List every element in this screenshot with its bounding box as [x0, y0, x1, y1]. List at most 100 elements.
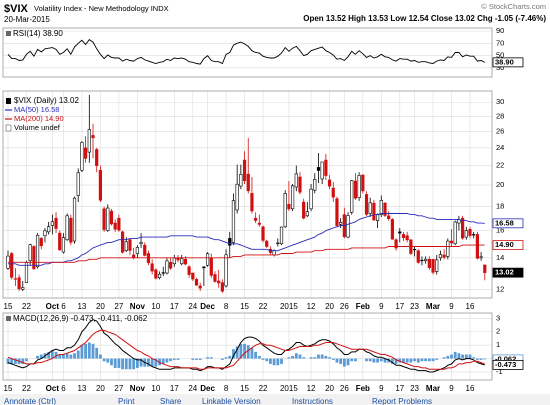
candle-body [187, 266, 191, 275]
candle-body [449, 240, 454, 244]
histogram-bar [195, 358, 198, 360]
candle-body [98, 169, 102, 201]
toolbar-link[interactable]: Share [160, 397, 182, 405]
histogram-bar [36, 355, 39, 359]
x-tick-label: 26 [340, 302, 349, 311]
toolbar-link[interactable]: Linkable Version [202, 397, 261, 405]
toolbar-link[interactable]: Annotate (Ctrl) [4, 397, 56, 405]
histogram-bar [76, 350, 80, 359]
histogram-bar [224, 357, 228, 359]
panel-title: MACD(12,26,9) -0.473, -0.411, -0.062 [13, 314, 148, 323]
rsi-line [7, 38, 486, 65]
legend-label: MA(50) 16.58 [14, 105, 59, 114]
value-box-label: 16.58 [495, 218, 514, 227]
histogram-bar [368, 358, 372, 362]
histogram-bar [6, 358, 10, 364]
histogram-bar [461, 354, 465, 359]
histogram-bar [431, 358, 435, 362]
toolbar-link[interactable]: Instructions [292, 397, 333, 405]
candle-body [302, 201, 306, 219]
histogram-bar [176, 358, 180, 360]
y-tick-label: 2 [496, 327, 500, 336]
histogram-bar [228, 355, 232, 359]
x-tick-label: 9 [379, 384, 384, 393]
histogram-bar [102, 358, 106, 362]
candle-body [279, 226, 284, 245]
histogram-bar [21, 358, 25, 364]
candle-body [172, 257, 176, 265]
candle-body [383, 202, 387, 216]
histogram-bar [106, 358, 110, 363]
toolbar-link[interactable]: Report Problems [372, 397, 432, 405]
histogram-bar [209, 357, 213, 359]
y-tick-label: 18 [496, 202, 504, 211]
histogram-bar [113, 358, 117, 368]
candle-body [50, 221, 54, 226]
x-tick-label: Dec [200, 384, 215, 393]
candle-body [361, 174, 365, 192]
x-tick-label: Mar [426, 302, 440, 311]
x-tick-label: 10 [151, 302, 160, 311]
candle-body [276, 242, 280, 245]
legend-icon [5, 124, 12, 132]
x-tick-label: 26 [340, 384, 349, 393]
x-tick-label: 12 [307, 384, 316, 393]
candle-body [468, 229, 472, 236]
x-tick-label: 9 [449, 302, 454, 311]
x-tick-label: 17 [395, 384, 404, 393]
candle-body [375, 214, 380, 221]
candle-body [239, 173, 243, 187]
histogram-bar [54, 351, 58, 359]
y-tick-label: 16 [496, 226, 504, 235]
candle-body [32, 246, 36, 270]
toolbar-link[interactable]: Print [118, 397, 135, 405]
histogram-bar [387, 358, 391, 363]
histogram-bar [324, 355, 328, 359]
candle-body [464, 230, 468, 238]
candle-body [242, 159, 247, 182]
histogram-bar [261, 358, 265, 360]
candle-body [327, 179, 332, 187]
candle-body [35, 234, 40, 268]
panel [3, 91, 492, 298]
candle-body [357, 175, 361, 198]
candle-body [102, 208, 106, 230]
candle-body [47, 226, 51, 233]
candle-body [287, 203, 291, 210]
histogram-bar [243, 343, 246, 359]
histogram-bar [73, 353, 76, 359]
y-tick-label: 22 [496, 161, 504, 170]
histogram-bar [394, 358, 398, 364]
candle-body [109, 210, 114, 225]
histogram-bar [254, 351, 258, 359]
histogram-bar [87, 342, 91, 359]
candle-body [139, 242, 143, 245]
histogram-bar [298, 354, 302, 359]
candle-body [183, 259, 188, 265]
candle-body [350, 180, 354, 213]
histogram-bar [287, 357, 291, 359]
histogram-bar [483, 358, 487, 360]
x-tick-label: 22 [259, 302, 268, 311]
panel-frame [2, 90, 493, 299]
histogram-bar [276, 358, 280, 366]
candle-body [427, 259, 431, 269]
panel-frame [2, 27, 493, 78]
candle-body [28, 244, 32, 262]
x-tick-label: Oct [46, 384, 60, 393]
candle-body [446, 240, 450, 257]
candle-body [265, 240, 269, 247]
candle-body [320, 161, 324, 180]
y-tick-label: 1 [496, 340, 500, 349]
candle-body [372, 202, 376, 221]
x-tick-label: Feb [356, 384, 370, 393]
x-tick-label: Feb [356, 302, 370, 311]
symbol: $VIX [4, 3, 29, 15]
candle-body [424, 258, 428, 262]
histogram-bar [376, 358, 379, 363]
candle-body [13, 278, 17, 280]
histogram-bar [154, 358, 158, 367]
histogram-bar [424, 358, 428, 362]
x-tick-label: 20 [96, 302, 105, 311]
x-tick-label: 9 [449, 384, 454, 393]
